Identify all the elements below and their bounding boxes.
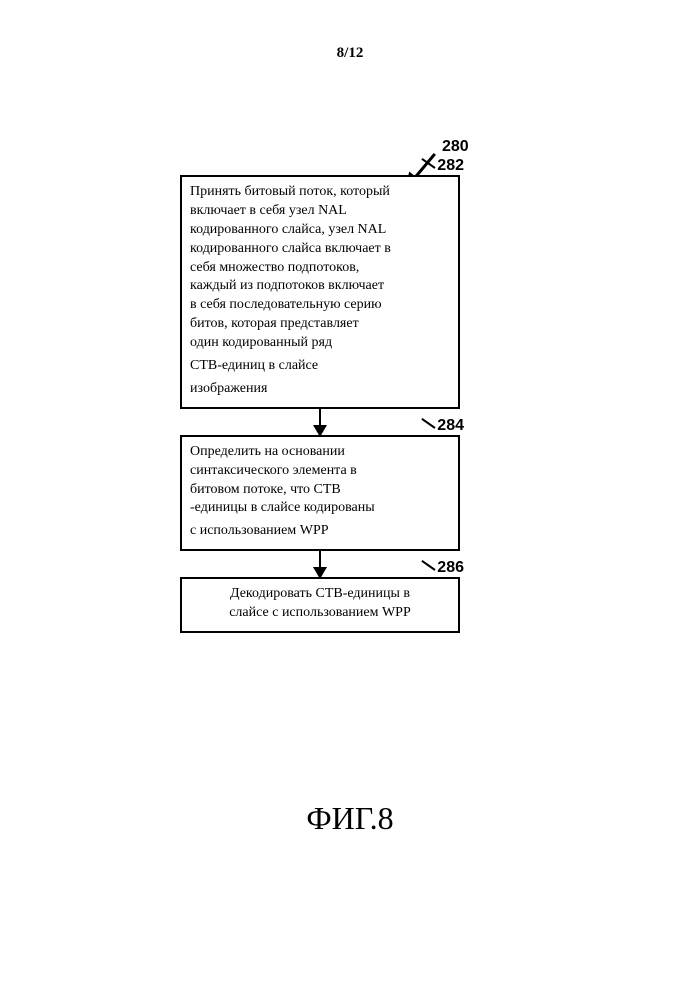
step-1-line: кодированного слайса, узел NAL: [190, 222, 386, 237]
step-box-1: 282 Принять битовый поток, который включ…: [180, 175, 460, 409]
step-3-line: слайсе с использованием WPP: [229, 605, 411, 620]
step-2-line: с использованием WPP: [190, 522, 450, 541]
step-1-line: Принять битовый поток, который: [190, 184, 390, 199]
step-2-line: ‑единицы в слайсе кодированы: [190, 500, 375, 515]
arrow-2-3: [319, 551, 322, 577]
step-box-3: 286 Декодировать CTB‑единицы в слайсе с …: [180, 577, 460, 633]
figure-caption: ФИГ.8: [306, 800, 393, 837]
flowchart: 282 Принять битовый поток, который включ…: [180, 175, 460, 633]
step-1-line: битов, которая представляет: [190, 316, 359, 331]
step-box-2: 284 Определить на основании синтаксическ…: [180, 435, 460, 551]
arrow-1-2: [319, 409, 322, 435]
step-2-ref: 284: [437, 415, 464, 437]
step-2-line: синтаксического элемента в: [190, 463, 357, 478]
main-ref-label: 280: [442, 138, 469, 156]
step-1-line: кодированного слайса включает в: [190, 241, 391, 256]
step-1-line: каждый из подпотоков включает: [190, 278, 384, 293]
step-1-line: CTB‑единиц в слайсе: [190, 357, 450, 376]
step-2-line: битовом потоке, что CTB: [190, 482, 341, 497]
page-number: 8/12: [337, 45, 364, 62]
step-1-ref: 282: [437, 155, 464, 177]
step-1-line: в себя последовательную серию: [190, 297, 382, 312]
step-1-line: включает в себя узел NAL: [190, 203, 347, 218]
step-1-line: себя множество подпотоков,: [190, 260, 359, 275]
step-2-line: Определить на основании: [190, 444, 345, 459]
step-1-line: изображения: [190, 380, 450, 399]
step-3-ref: 286: [437, 557, 464, 579]
step-3-line: Декодировать CTB‑единицы в: [230, 586, 410, 601]
step-1-line: один кодированный ряд: [190, 335, 332, 350]
